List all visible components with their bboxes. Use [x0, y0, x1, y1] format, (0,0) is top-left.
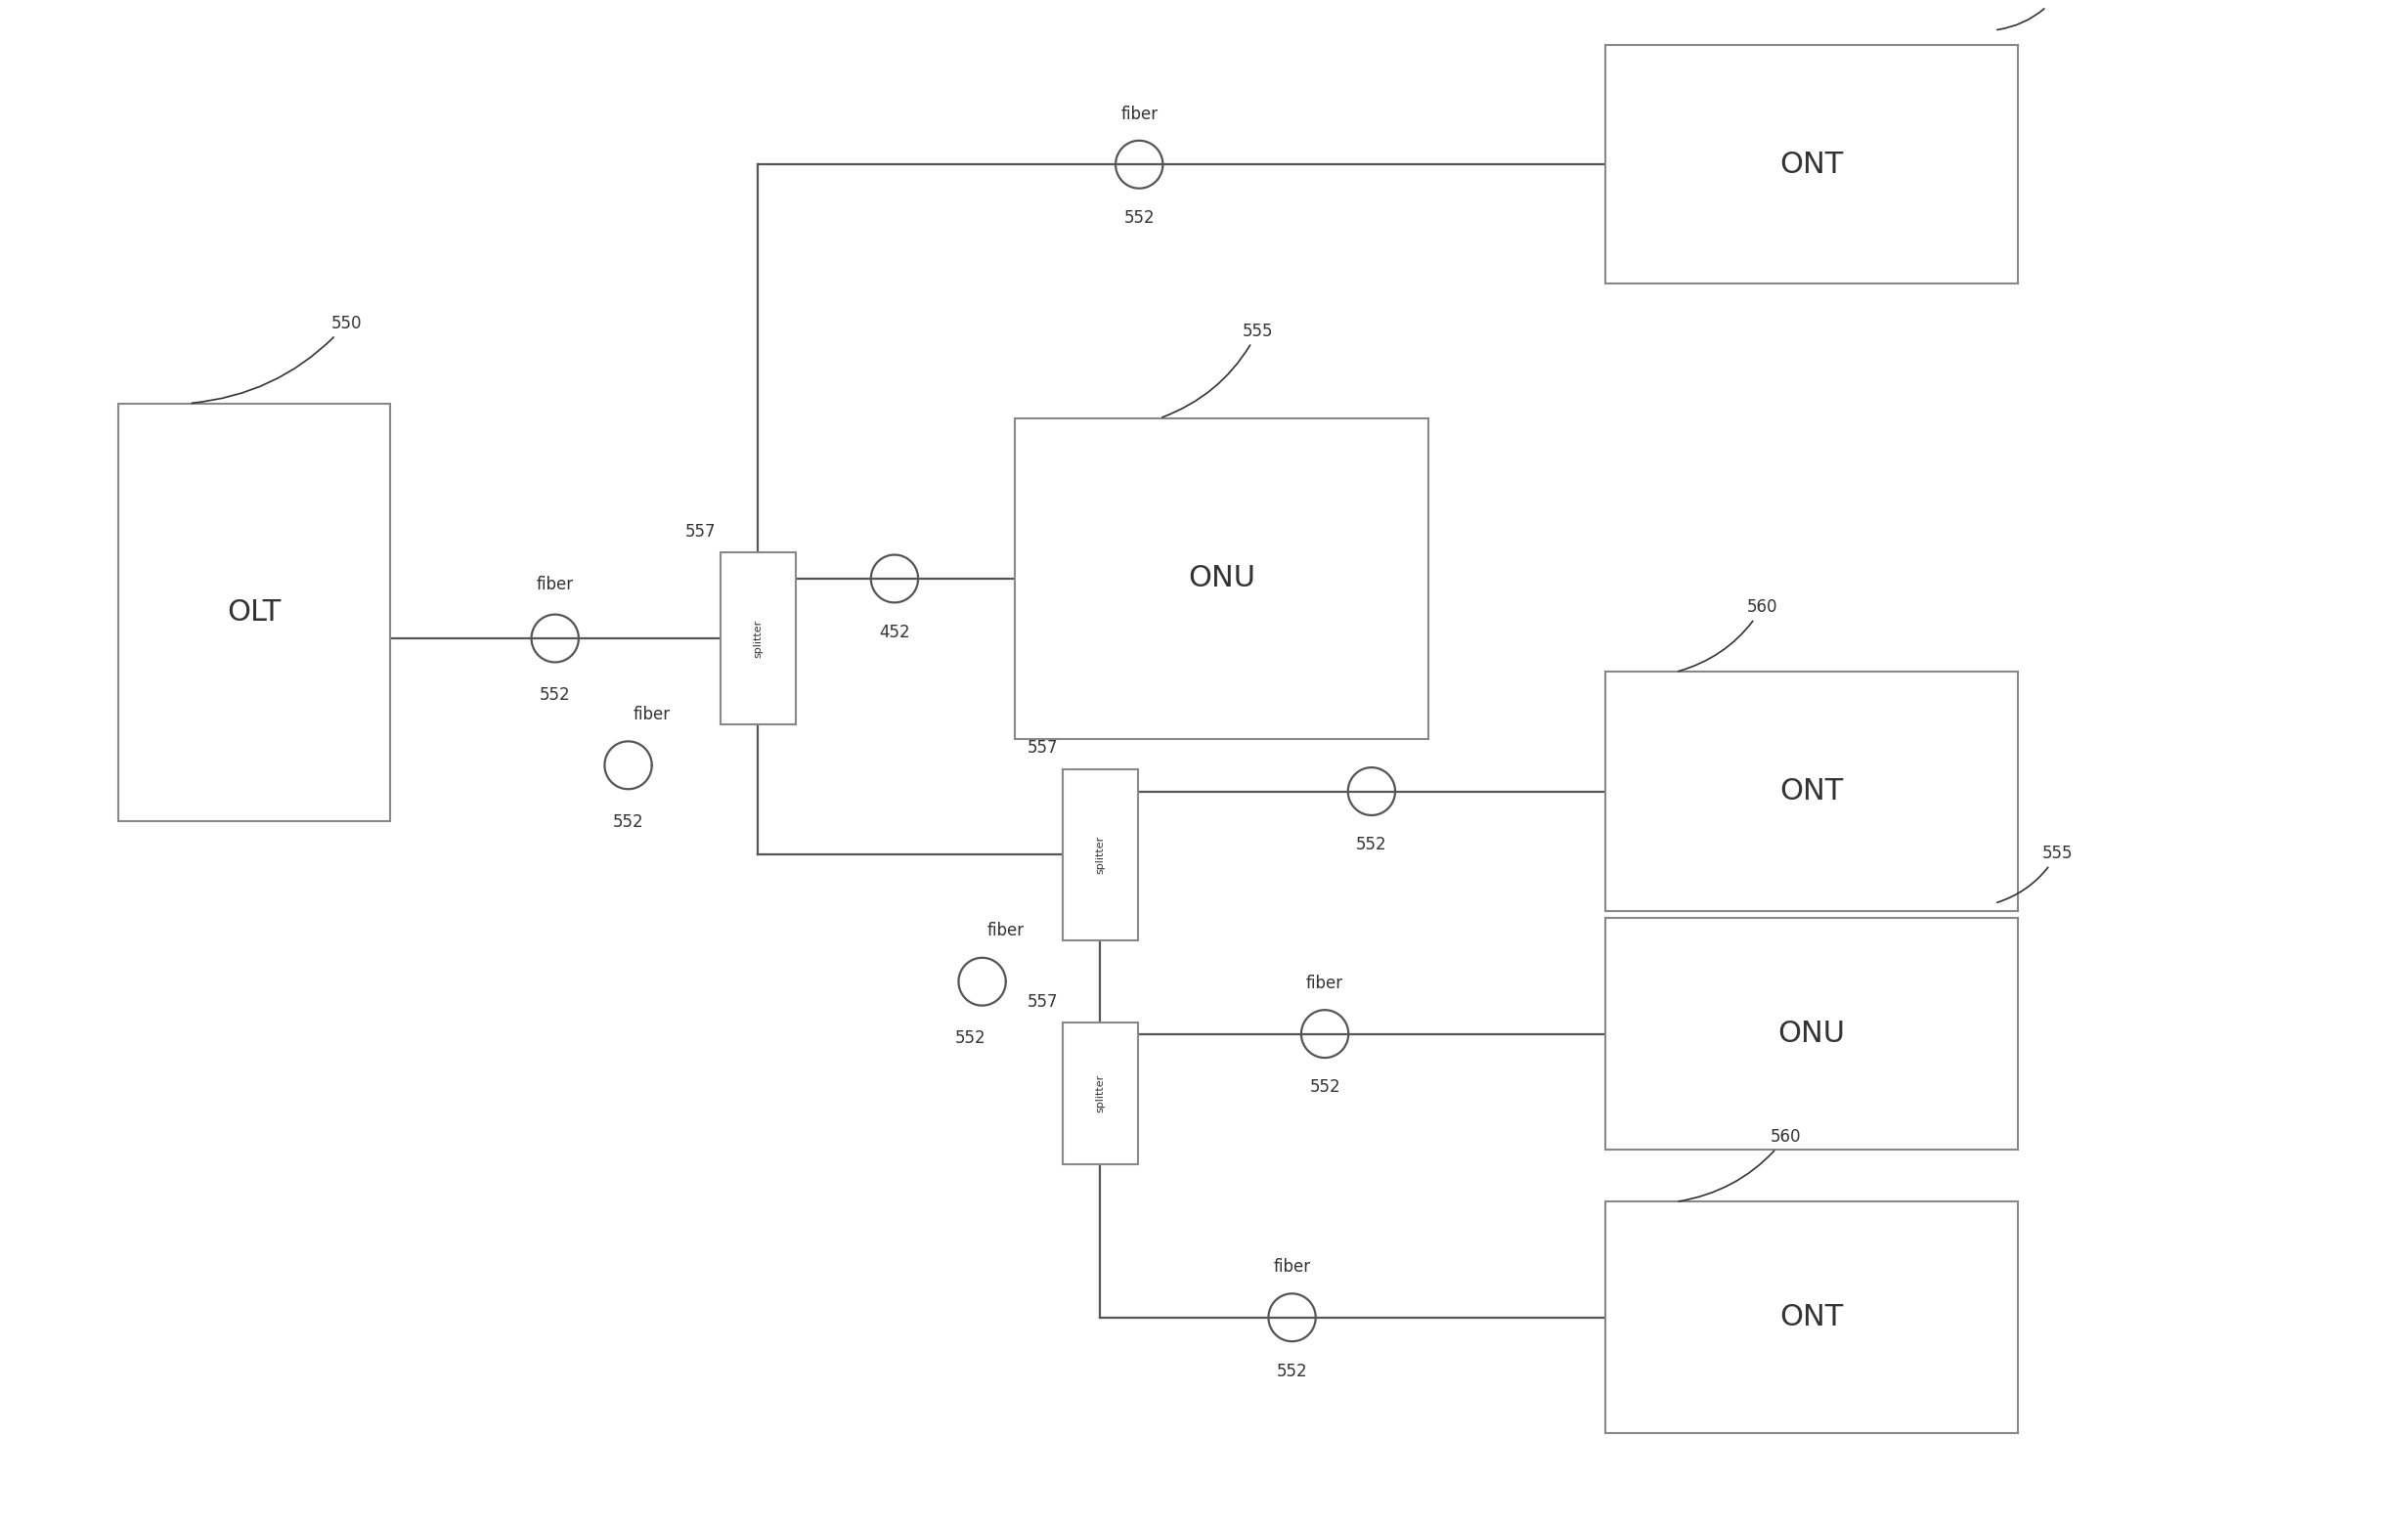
- Text: fiber: fiber: [987, 923, 1023, 940]
- Text: 560: 560: [1678, 1129, 1801, 1202]
- Text: 557: 557: [684, 522, 715, 541]
- Text: ONU: ONU: [1777, 1020, 1845, 1048]
- Text: 552: 552: [612, 813, 643, 830]
- Bar: [1016, 419, 1428, 739]
- Text: splitter: splitter: [1096, 1074, 1105, 1113]
- Text: fiber: fiber: [1120, 105, 1158, 123]
- Text: 552: 552: [1356, 836, 1387, 854]
- Text: ONT: ONT: [1780, 1304, 1845, 1331]
- Text: fiber: fiber: [633, 705, 669, 723]
- Text: fiber: fiber: [1274, 1258, 1310, 1276]
- Text: 555: 555: [1996, 845, 2073, 903]
- Text: 552: 552: [1310, 1078, 1341, 1097]
- Text: fiber: fiber: [537, 576, 573, 594]
- Bar: [1606, 918, 2018, 1150]
- Bar: [1606, 46, 2018, 283]
- Text: ONU: ONU: [1187, 565, 1255, 592]
- Text: ONT: ONT: [1780, 151, 1845, 178]
- Bar: [1062, 1023, 1139, 1165]
- Text: ONT: ONT: [1780, 777, 1845, 806]
- Text: 557: 557: [1026, 740, 1057, 757]
- Text: 557: 557: [1026, 993, 1057, 1011]
- Text: splitter: splitter: [1096, 836, 1105, 874]
- Text: 555: 555: [1163, 323, 1274, 417]
- Text: 452: 452: [879, 623, 910, 641]
- Text: 550: 550: [193, 315, 361, 404]
- Text: 552: 552: [1276, 1362, 1308, 1380]
- Bar: [720, 553, 795, 723]
- Text: splitter: splitter: [754, 620, 763, 658]
- Text: 552: 552: [539, 687, 571, 704]
- Bar: [1606, 672, 2018, 911]
- Bar: [118, 404, 390, 821]
- Text: 552: 552: [1125, 209, 1156, 227]
- Text: 552: 552: [956, 1030, 985, 1046]
- Bar: [1062, 769, 1139, 941]
- Bar: [1606, 1202, 2018, 1433]
- Text: 560: 560: [1678, 599, 1777, 672]
- Text: 560: 560: [1996, 0, 2073, 30]
- Text: OLT: OLT: [226, 599, 282, 626]
- Text: fiber: fiber: [1305, 975, 1344, 991]
